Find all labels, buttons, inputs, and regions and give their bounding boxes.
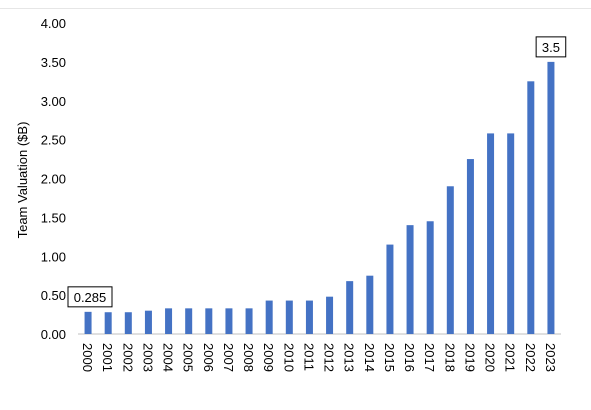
- bar-2003: [144, 310, 152, 334]
- data-label-2023: 3.5: [535, 36, 567, 58]
- bar-2000: [84, 311, 92, 334]
- bar-2001: [104, 312, 112, 334]
- x-tick-label: 2022: [523, 343, 538, 372]
- bar-2017: [426, 221, 434, 334]
- x-tick-label: 2006: [201, 343, 216, 372]
- x-tick-label: 2003: [140, 343, 155, 372]
- bar-2004: [165, 308, 173, 334]
- bar-2022: [527, 81, 535, 334]
- y-tick-label: 4.00: [41, 16, 66, 31]
- x-tick-label: 2018: [442, 343, 457, 372]
- bar-2007: [225, 308, 233, 334]
- x-tick-label: 2014: [362, 343, 377, 372]
- data-label-text: 3.5: [542, 40, 560, 55]
- bar-2016: [406, 225, 414, 334]
- y-tick-label: 3.00: [41, 94, 66, 109]
- x-tick-label: 2020: [483, 343, 498, 372]
- x-tick-label: 2019: [462, 343, 477, 372]
- bar-2005: [185, 308, 193, 334]
- bar-2012: [326, 296, 334, 334]
- y-tick-label: 1.50: [41, 210, 66, 225]
- y-tick-label: 3.50: [41, 55, 66, 70]
- x-tick-label: 2009: [261, 343, 276, 372]
- data-label-text: 0.285: [74, 290, 107, 305]
- y-axis-label: Team Valuation ($B): [15, 122, 30, 239]
- bar-2021: [507, 133, 515, 334]
- bar-2006: [205, 308, 213, 334]
- x-tick-label: 2023: [543, 343, 558, 372]
- x-tick-label: 2002: [120, 343, 135, 372]
- x-tick-label: 2015: [382, 343, 397, 372]
- bar-2013: [346, 281, 354, 334]
- top-divider: [0, 8, 591, 9]
- bar-2015: [386, 244, 394, 334]
- y-axis-label-group: Team Valuation ($B): [15, 122, 30, 239]
- x-tick-label: 2008: [241, 343, 256, 372]
- x-axis-ticks: 2000 2001 2002 2003 2004 2005 2006 2007 2008 2009…: [80, 343, 558, 372]
- y-tick-label: 0.50: [41, 288, 66, 303]
- x-tick-label: 2001: [100, 343, 115, 372]
- y-tick-label: 2.50: [41, 133, 66, 148]
- x-tick-label: 2013: [342, 343, 357, 372]
- data-label-2000: 0.285: [67, 286, 113, 308]
- x-tick-label: 2004: [161, 343, 176, 372]
- x-tick-label: 2021: [503, 343, 518, 372]
- bar-2020: [487, 133, 495, 334]
- bar-2014: [366, 275, 374, 334]
- y-axis-ticks: 0.00 0.50 1.00 1.50 2.00 2.50 3.00 3.50 4.00: [41, 16, 66, 342]
- x-tick-label: 2012: [322, 343, 337, 372]
- y-tick-label: 0.00: [41, 327, 66, 342]
- x-tick-label: 2000: [80, 343, 95, 372]
- x-tick-label: 2007: [221, 343, 236, 372]
- bar-2002: [124, 312, 132, 334]
- bar-2009: [265, 300, 273, 334]
- bar-2010: [285, 300, 293, 334]
- x-tick-label: 2017: [422, 343, 437, 372]
- bar-2023: [547, 61, 555, 334]
- x-tick-label: 2016: [402, 343, 417, 372]
- bars: [84, 61, 555, 334]
- bar-2008: [245, 308, 253, 334]
- y-tick-label: 1.00: [41, 249, 66, 264]
- bar-2019: [466, 159, 474, 334]
- x-tick-label: 2005: [181, 343, 196, 372]
- data-label-box: [535, 36, 567, 58]
- bar-2018: [446, 186, 454, 334]
- data-annotations: 0.285 3.5: [67, 36, 567, 308]
- bar-2011: [305, 300, 313, 334]
- x-tick-label: 2010: [281, 343, 296, 372]
- data-label-box: [67, 286, 113, 308]
- y-tick-label: 2.00: [41, 172, 66, 187]
- x-tick-label: 2011: [301, 343, 316, 371]
